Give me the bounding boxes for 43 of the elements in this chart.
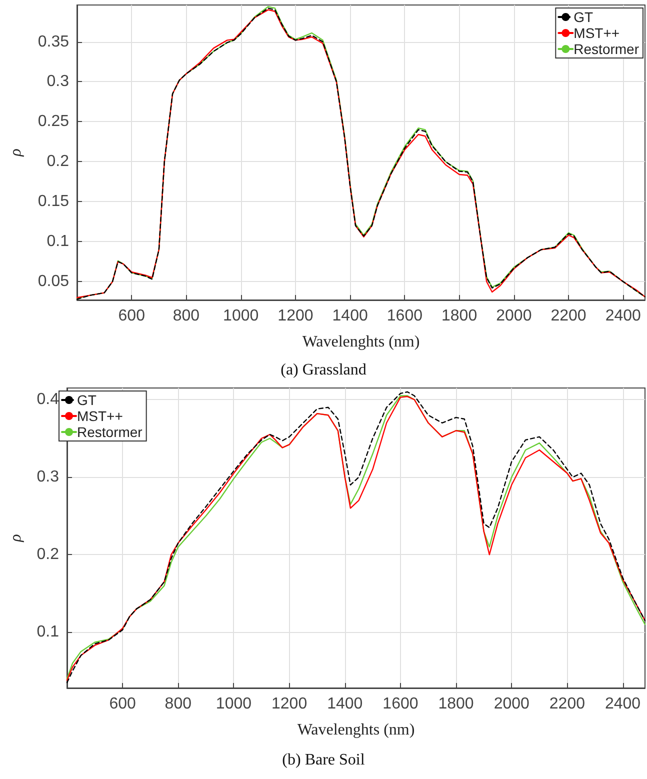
x-tick-label: 800 [164, 696, 192, 712]
x-tick-label: 800 [172, 308, 200, 324]
legend-label: Restormer [77, 424, 143, 440]
y-tick-label: 0.1 [46, 233, 70, 250]
text: (a) Grassland [280, 362, 366, 378]
legend-label: MST++ [574, 25, 620, 41]
legend-label: GT [574, 9, 594, 25]
y-tick-label: 0.3 [36, 468, 60, 486]
y-axis-title: ρ [8, 148, 24, 158]
x-tick-label: 1000 [216, 696, 252, 712]
x-tick-label: 1600 [382, 696, 418, 712]
x-tick-label: 1400 [332, 308, 368, 324]
legend-label: MST++ [77, 408, 123, 424]
legend-label: Restormer [574, 41, 640, 57]
x-tick-label: 2000 [496, 308, 532, 324]
y-tick-label: 0.35 [38, 33, 70, 50]
y-tick-label: 0.05 [38, 273, 70, 290]
x-tick-label: 2400 [604, 696, 641, 712]
x-tick-label: 2200 [550, 308, 586, 324]
y-tick-label: 0.4 [36, 391, 60, 408]
x-tick-label: 2000 [494, 696, 530, 712]
x-tick-label: 2200 [549, 696, 586, 712]
x-axis-title: Wavelenghts (nm) [297, 722, 415, 738]
legend-label: GT [77, 392, 97, 408]
y-tick-label: 0.15 [38, 193, 70, 210]
x-tick-label: 1400 [327, 696, 363, 712]
y-tick-label: 0.25 [38, 113, 70, 130]
x-tick-label: 1000 [223, 308, 259, 324]
y-tick-label: 0.2 [46, 153, 70, 170]
text: (b) Bare Soil [282, 752, 366, 768]
x-tick-label: 1800 [438, 696, 474, 712]
y-tick-label: 0.3 [46, 73, 70, 90]
y-axis-title: ρ [8, 534, 24, 543]
y-tick-label: 0.2 [36, 546, 60, 564]
x-tick-label: 1200 [272, 696, 308, 712]
x-tick-label: 1200 [278, 308, 314, 324]
x-tick-label: 1800 [442, 308, 478, 324]
x-tick-label: 2400 [605, 308, 642, 324]
x-tick-label: 600 [109, 696, 136, 712]
x-tick-label: 1600 [386, 308, 423, 324]
x-tick-label: 600 [118, 308, 146, 324]
y-tick-label: 0.1 [36, 624, 60, 641]
x-axis-title: Wavelenghts (nm) [302, 334, 420, 350]
